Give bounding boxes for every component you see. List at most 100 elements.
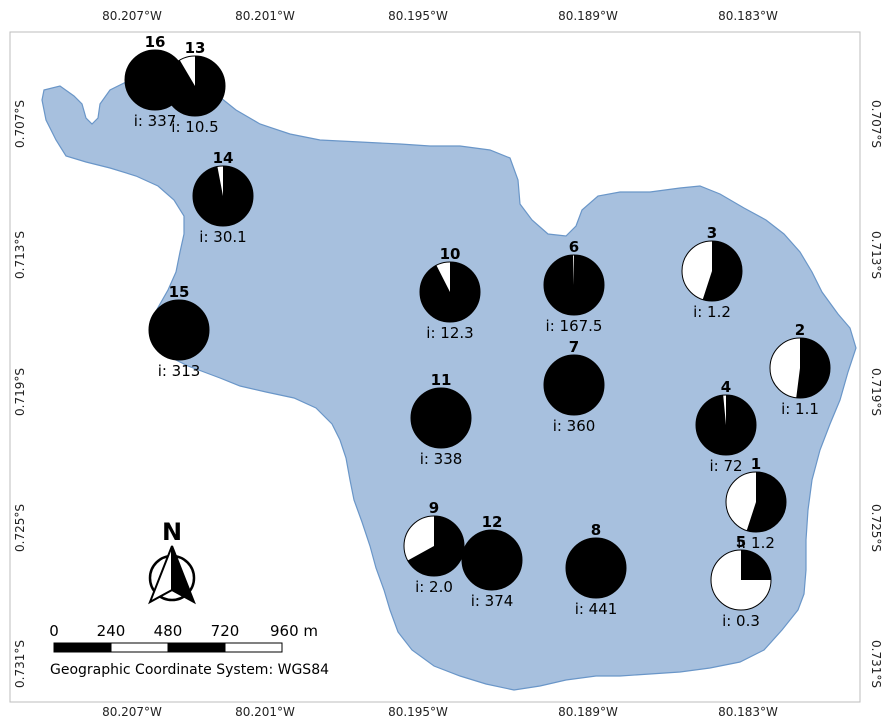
station-id-label: 7 bbox=[569, 338, 579, 356]
station-value-label: i: 441 bbox=[575, 600, 618, 618]
station-id-label: 8 bbox=[591, 521, 601, 539]
station-9: 9 i: 2.0 bbox=[403, 499, 465, 596]
station-value-label: i: 10.5 bbox=[171, 118, 218, 136]
station-13: 13 i: 10.5 bbox=[164, 39, 226, 136]
lat-tick-right: 0.719°S bbox=[869, 368, 883, 416]
station-value-label: i: 30.1 bbox=[199, 228, 246, 246]
station-value-label: i: 0.3 bbox=[722, 612, 760, 630]
station-value-label: i: 313 bbox=[158, 362, 201, 380]
station-4: 4 i: 72 bbox=[695, 378, 757, 475]
station-id-label: 3 bbox=[707, 224, 717, 242]
scale-label: 960 m bbox=[270, 622, 318, 640]
pie-slice bbox=[164, 56, 225, 117]
station-value-label: i: 12.3 bbox=[426, 324, 473, 342]
pie-slice bbox=[566, 538, 626, 598]
lon-tick-top: 80.189°W bbox=[558, 9, 618, 23]
lon-tick-top: 80.195°W bbox=[388, 9, 448, 23]
scale-label: 480 bbox=[154, 622, 183, 640]
pie-slice bbox=[796, 338, 831, 398]
lat-tick-right: 0.713°S bbox=[869, 231, 883, 279]
lat-tick-right: 0.707°S bbox=[869, 100, 883, 148]
station-id-label: 10 bbox=[440, 245, 461, 263]
north-label: N bbox=[162, 518, 182, 546]
lon-tick-bottom: 80.189°W bbox=[558, 705, 618, 719]
scale-label: 240 bbox=[97, 622, 126, 640]
station-id-label: 12 bbox=[482, 513, 503, 531]
station-value-label: i: 1.2 bbox=[737, 534, 775, 552]
station-id-label: 1 bbox=[751, 455, 761, 473]
station-5: 5 i: 0.3 bbox=[710, 533, 772, 630]
station-value-label: i: 167.5 bbox=[546, 317, 603, 335]
station-3: 3 i: 1.2 bbox=[681, 224, 743, 321]
station-id-label: 15 bbox=[169, 283, 190, 301]
pie-slice bbox=[544, 355, 604, 415]
lon-tick-top: 80.183°W bbox=[718, 9, 778, 23]
station-8: 8 i: 441 bbox=[565, 521, 627, 618]
scale-segment bbox=[167, 642, 226, 653]
station-value-label: i: 1.1 bbox=[781, 400, 819, 418]
station-value-label: i: 338 bbox=[420, 450, 463, 468]
pie-slice bbox=[411, 388, 471, 448]
scale-label: 0 bbox=[49, 622, 59, 640]
station-id-label: 16 bbox=[145, 33, 166, 51]
station-value-label: i: 360 bbox=[553, 417, 596, 435]
scale-label: 720 bbox=[211, 622, 240, 640]
station-value-label: i: 337 bbox=[134, 112, 177, 130]
station-14: 14 i: 30.1 bbox=[192, 149, 254, 246]
pie-slice bbox=[696, 395, 757, 455]
scale-bar: 0 240 480 720 960 m bbox=[49, 622, 318, 653]
scale-segment bbox=[224, 642, 283, 653]
station-id-label: 6 bbox=[569, 238, 579, 256]
lon-tick-bottom: 80.207°W bbox=[102, 705, 162, 719]
scale-segment bbox=[110, 642, 169, 653]
lon-tick-bottom: 80.195°W bbox=[388, 705, 448, 719]
station-10: 10 i: 12.3 bbox=[419, 245, 481, 342]
pie-slice bbox=[407, 516, 465, 576]
north-arrow-left-half bbox=[148, 545, 173, 605]
station-id-label: 2 bbox=[795, 321, 805, 339]
lon-tick-bottom: 80.201°W bbox=[235, 705, 295, 719]
station-id-label: 4 bbox=[721, 378, 731, 396]
station-value-label: i: 374 bbox=[471, 592, 514, 610]
lon-tick-top: 80.201°W bbox=[235, 9, 295, 23]
pie-slice bbox=[702, 241, 742, 301]
station-id-label: 5 bbox=[736, 533, 746, 551]
lon-tick-top: 80.207°W bbox=[102, 9, 162, 23]
pie-slice bbox=[462, 530, 522, 590]
station-value-label: i: 2.0 bbox=[415, 578, 453, 596]
station-11: 11 i: 338 bbox=[410, 371, 472, 468]
lat-tick-left: 0.707°S bbox=[13, 100, 27, 148]
pie-slice bbox=[420, 262, 481, 322]
pie-slice bbox=[746, 472, 786, 532]
station-12: 12 i: 374 bbox=[461, 513, 523, 610]
pie-slice bbox=[741, 550, 771, 580]
station-id-label: 14 bbox=[213, 149, 234, 167]
lat-tick-left: 0.731°S bbox=[13, 640, 27, 688]
pie-slice bbox=[149, 300, 209, 360]
north-arrow-right-half bbox=[171, 545, 196, 605]
lat-tick-left: 0.713°S bbox=[13, 231, 27, 279]
lon-tick-bottom: 80.183°W bbox=[718, 705, 778, 719]
station-15: 15 i: 313 bbox=[148, 283, 210, 380]
station-id-label: 11 bbox=[431, 371, 452, 389]
station-16: 16 i: 337 bbox=[124, 33, 186, 130]
station-value-label: i: 1.2 bbox=[693, 303, 731, 321]
map-frame bbox=[9, 31, 861, 703]
lat-tick-left: 0.719°S bbox=[13, 368, 27, 416]
pie-slice bbox=[544, 254, 605, 315]
north-arrow: N bbox=[148, 518, 196, 605]
crs-text: Geographic Coordinate System: WGS84 bbox=[50, 662, 329, 678]
lat-tick-right: 0.725°S bbox=[869, 504, 883, 552]
scale-segment bbox=[53, 642, 112, 653]
station-value-label: i: 72 bbox=[709, 457, 742, 475]
station-2: 2 i: 1.1 bbox=[769, 321, 831, 418]
coordinate-ticks: 80.207°W 80.201°W 80.195°W 80.189°W 80.1… bbox=[13, 9, 883, 719]
pie-slice bbox=[192, 166, 253, 227]
station-id-label: 13 bbox=[185, 39, 206, 57]
station-1: 1 i: 1.2 bbox=[725, 455, 787, 552]
station-7: 7 i: 360 bbox=[543, 338, 605, 435]
lat-tick-left: 0.725°S bbox=[13, 504, 27, 552]
station-id-label: 9 bbox=[429, 499, 439, 517]
